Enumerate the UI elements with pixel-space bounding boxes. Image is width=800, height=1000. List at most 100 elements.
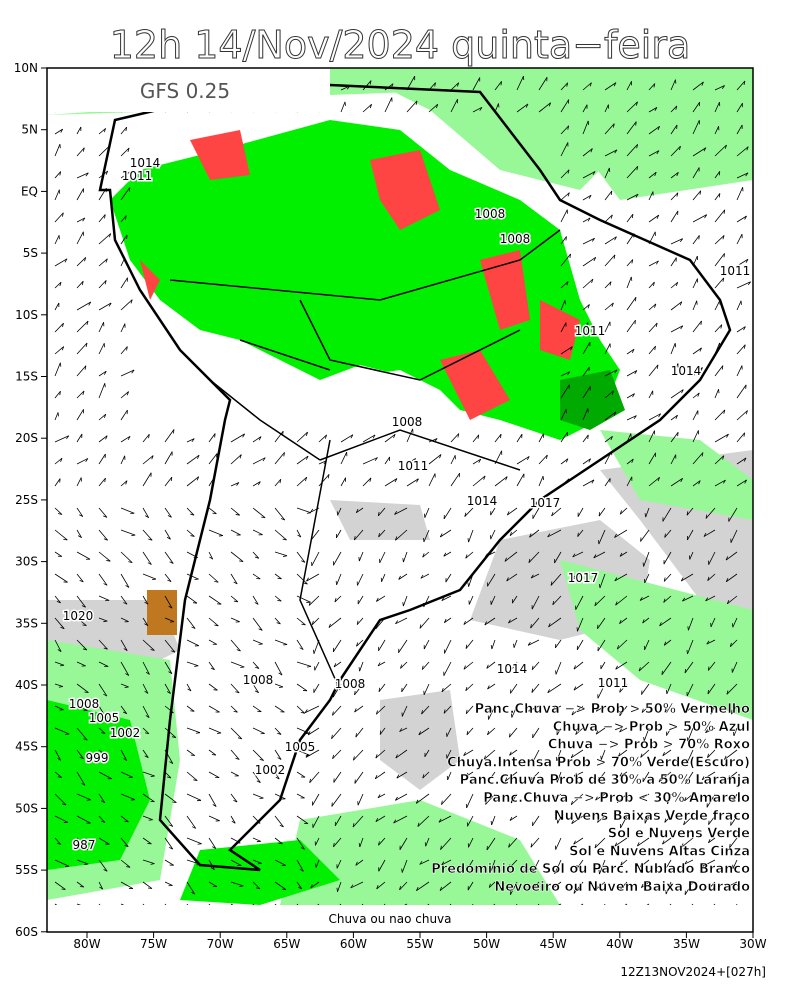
wind-arrow — [604, 478, 611, 487]
wind-arrow — [120, 455, 126, 465]
wind-arrow — [384, 433, 396, 443]
wind-arrow — [186, 529, 195, 537]
wind-arrow — [450, 455, 456, 465]
wind-arrow — [54, 595, 61, 604]
wind-arrow — [604, 190, 613, 201]
arrow-head — [242, 433, 245, 438]
wind-arrow — [705, 727, 716, 734]
wind-arrow — [76, 859, 89, 865]
wind-arrow — [560, 300, 566, 311]
arrow-head — [657, 477, 660, 482]
wind-arrow — [98, 595, 110, 601]
arrow-head — [305, 477, 308, 482]
wind-arrow — [252, 859, 262, 864]
arrow-head — [567, 371, 571, 376]
wind-arrow — [332, 683, 342, 698]
arrow-head — [587, 217, 591, 222]
arrow-head — [124, 686, 129, 688]
wind-arrow — [573, 881, 584, 894]
wind-arrow — [76, 573, 84, 583]
wind-arrow — [516, 433, 523, 443]
arrow-head — [422, 774, 425, 779]
wind-arrow — [582, 82, 592, 91]
wind-arrow — [599, 573, 606, 589]
arrow-head — [104, 756, 109, 759]
wind-arrow — [494, 433, 502, 443]
arrow-head — [369, 80, 372, 85]
arrow-head — [377, 511, 380, 516]
wind-arrow — [509, 529, 518, 536]
arrow-head — [700, 367, 703, 372]
wind-arrow — [395, 617, 408, 625]
wind-arrow — [670, 145, 681, 157]
isobar-label: 1014 — [467, 494, 498, 508]
wind-arrow — [582, 257, 596, 267]
arrow-head — [275, 776, 280, 780]
arrow-head — [619, 552, 623, 557]
wind-arrow — [648, 125, 660, 135]
wind-arrow — [274, 771, 280, 780]
wind-arrow — [274, 749, 282, 760]
wind-arrow — [54, 705, 64, 711]
wind-arrow — [486, 661, 496, 669]
wind-arrow — [707, 573, 716, 581]
arrow-head — [527, 641, 531, 646]
wind-arrow — [643, 727, 650, 742]
arrow-head — [457, 433, 460, 438]
wind-arrow — [274, 793, 286, 800]
arrow-head — [311, 535, 313, 540]
wind-arrow — [648, 171, 657, 179]
arrow-head — [393, 434, 396, 439]
wind-arrow — [98, 551, 111, 562]
wind-arrow — [208, 453, 218, 465]
wind-arrow — [708, 661, 716, 671]
wind-arrow — [423, 529, 430, 543]
wind-arrow — [315, 859, 320, 868]
arrow-head — [103, 128, 107, 133]
lon-label: 55W — [406, 937, 433, 951]
wind-arrow — [395, 749, 408, 759]
arrow-head — [150, 863, 155, 865]
wind-arrow — [120, 480, 128, 487]
arrow-head — [308, 601, 311, 606]
wind-arrow — [120, 169, 133, 179]
wind-arrow — [670, 124, 678, 135]
wind-arrow — [472, 106, 483, 113]
wind-arrow — [552, 881, 562, 889]
arrow-head — [211, 754, 216, 756]
wind-arrow — [274, 452, 285, 465]
wind-arrow — [381, 573, 386, 582]
wind-arrow — [54, 749, 62, 761]
wind-arrow — [356, 639, 364, 647]
wind-arrow — [692, 430, 699, 443]
wind-arrow — [577, 617, 584, 632]
arrow-head — [656, 150, 660, 155]
wind-arrow — [626, 213, 634, 223]
arrow-head — [62, 212, 64, 217]
wind-arrow — [352, 815, 364, 828]
arrow-head — [394, 510, 398, 515]
arrow-head — [679, 301, 683, 306]
arrow-head — [416, 886, 419, 891]
arrow-head — [506, 577, 509, 582]
wind-arrow — [582, 120, 589, 135]
wind-arrow — [230, 727, 243, 740]
wind-arrow — [274, 551, 288, 557]
wind-arrow — [76, 529, 82, 538]
arrow-head — [505, 476, 508, 481]
legend-entry: Predominio de Sol ou Parc. Nublado Branc… — [431, 862, 750, 877]
wind-arrow — [98, 435, 108, 443]
wind-arrow — [447, 771, 452, 781]
arrow-head — [130, 299, 133, 304]
arrow-head — [465, 554, 468, 559]
wind-arrow — [729, 837, 738, 849]
wind-arrow — [604, 104, 609, 113]
wind-arrow — [308, 727, 320, 736]
wind-arrow — [76, 683, 89, 693]
wind-arrow — [597, 617, 606, 629]
arrow-head — [84, 691, 89, 694]
wind-arrow — [692, 190, 702, 201]
run-label: 12Z13NOV2024+[027h] — [620, 965, 766, 979]
wind-arrow — [164, 429, 175, 443]
isobar-label: 1008 — [392, 415, 423, 429]
